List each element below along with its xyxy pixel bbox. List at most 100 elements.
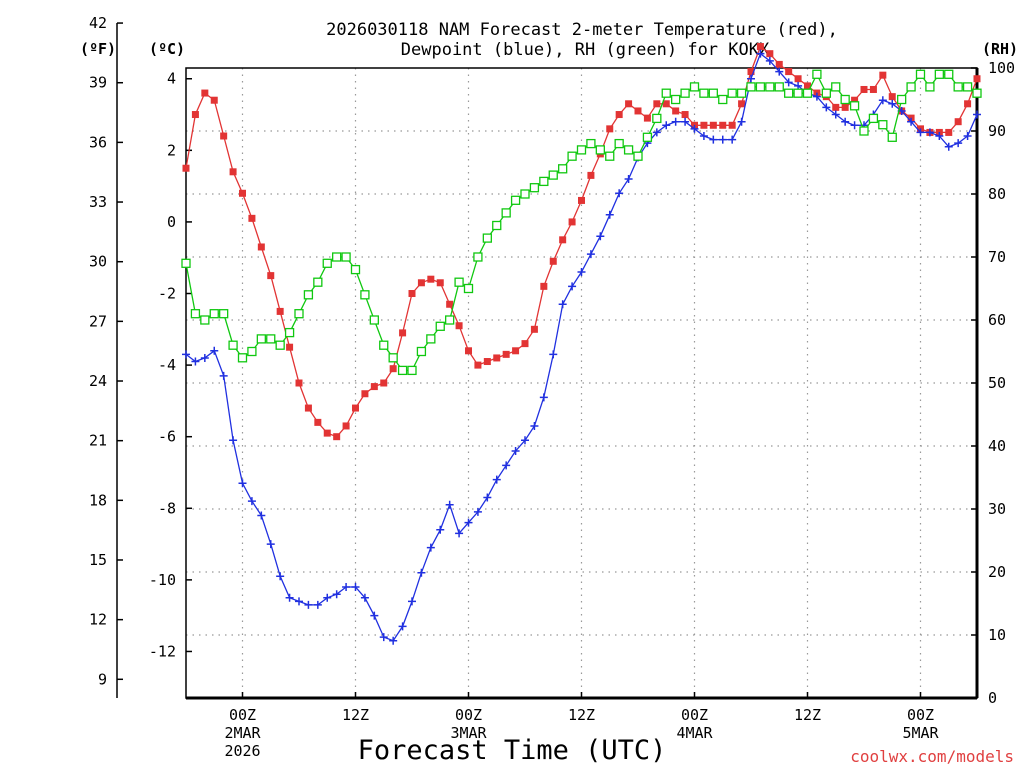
series-temperature-point bbox=[578, 196, 585, 204]
series-dewpoint-point bbox=[699, 132, 708, 141]
series-rh-point bbox=[247, 346, 257, 357]
series-rh-point bbox=[360, 290, 370, 300]
series-temperature-point bbox=[747, 68, 755, 76]
series-dewpoint-point bbox=[473, 507, 482, 516]
series-temperature-point bbox=[851, 96, 859, 104]
series-dewpoint-point bbox=[549, 350, 558, 359]
series-temperature-point bbox=[229, 168, 237, 176]
series-temperature-point bbox=[474, 361, 482, 369]
series-dewpoint-point bbox=[718, 135, 727, 144]
time-tick-label: 00Z bbox=[229, 706, 256, 724]
series-dewpoint-point bbox=[577, 268, 586, 277]
series-dewpoint-point bbox=[360, 593, 369, 602]
series-rh-point bbox=[332, 252, 342, 262]
series-dewpoint-point bbox=[191, 357, 200, 366]
series-rh-point bbox=[492, 220, 502, 231]
series-temperature-point bbox=[794, 75, 802, 83]
series-temperature-point bbox=[248, 214, 256, 222]
series-dewpoint-point bbox=[539, 393, 548, 402]
series-rh-point bbox=[944, 69, 954, 79]
series-rh-point bbox=[736, 88, 747, 98]
series-temperature-point bbox=[625, 100, 633, 108]
series-rh-point bbox=[558, 164, 568, 174]
series-dewpoint-point bbox=[200, 353, 209, 362]
series-temperature-point bbox=[719, 121, 727, 129]
series-temperature-point bbox=[342, 422, 350, 430]
series-rh-point bbox=[529, 183, 540, 193]
series-temperature-point bbox=[276, 307, 284, 315]
series-rh-point bbox=[341, 252, 351, 262]
celsius-tick-label: 0 bbox=[167, 213, 176, 231]
series-temperature-point bbox=[879, 71, 887, 79]
series-temperature-point bbox=[201, 89, 209, 97]
series-temperature-point bbox=[559, 236, 567, 244]
series-rh-point bbox=[953, 82, 963, 92]
series-rh-point bbox=[473, 252, 483, 262]
series-temperature-point bbox=[681, 111, 689, 119]
series-dewpoint-point bbox=[511, 447, 520, 456]
series-rh-point bbox=[727, 88, 737, 98]
series-dewpoint-point bbox=[445, 500, 454, 509]
series-rh-point bbox=[576, 145, 587, 155]
credit-text: coolwx.com/models bbox=[850, 747, 1014, 766]
series-dewpoint-point bbox=[907, 117, 916, 126]
series-layer bbox=[181, 43, 982, 645]
series-temperature-point bbox=[964, 100, 972, 108]
celsius-tick-label: -6 bbox=[158, 428, 176, 446]
series-dewpoint-point bbox=[247, 497, 256, 506]
series-temperature-point bbox=[606, 125, 614, 133]
series-temperature-point bbox=[408, 290, 416, 298]
series-rh-point bbox=[435, 321, 445, 331]
series-rh-point bbox=[322, 258, 332, 268]
series-rh-point bbox=[680, 88, 690, 98]
series-rh-point bbox=[878, 120, 888, 130]
series-rh-point bbox=[595, 145, 605, 155]
series-temperature-point bbox=[352, 404, 359, 412]
series-rh-point bbox=[746, 82, 756, 92]
series-rh-point bbox=[840, 94, 850, 105]
series-rh-point bbox=[915, 69, 926, 79]
series-rh-point bbox=[793, 88, 803, 98]
series-dewpoint-point bbox=[521, 436, 529, 445]
series-rh-point bbox=[831, 82, 841, 92]
series-dewpoint-point bbox=[652, 128, 661, 137]
series-dewpoint-point bbox=[276, 572, 285, 581]
fahrenheit-tick-label: 30 bbox=[89, 253, 107, 271]
series-temperature-point bbox=[587, 171, 595, 179]
series-temperature-point bbox=[945, 128, 953, 136]
fahrenheit-tick-label: 12 bbox=[89, 611, 107, 629]
rh-tick-label: 10 bbox=[988, 626, 1006, 644]
series-dewpoint-point bbox=[756, 49, 765, 58]
time-tick-label: 2026 bbox=[224, 742, 260, 760]
series-temperature-point bbox=[860, 85, 868, 93]
series-rh-point bbox=[972, 88, 982, 98]
series-temperature-point bbox=[530, 325, 538, 333]
series-rh-point bbox=[275, 340, 285, 350]
time-tick-label: 4MAR bbox=[676, 724, 713, 742]
rh-tick-label: 100 bbox=[988, 59, 1015, 77]
series-temperature-point bbox=[483, 358, 491, 366]
series-rh-point bbox=[256, 334, 266, 344]
series-dewpoint-point bbox=[888, 99, 897, 108]
series-rh-point bbox=[463, 283, 474, 294]
series-dewpoint-point bbox=[747, 74, 755, 83]
series-temperature-point bbox=[804, 82, 811, 90]
series-rh-point bbox=[812, 69, 822, 79]
rh-tick-label: 70 bbox=[988, 248, 1006, 266]
series-temperature-point bbox=[888, 93, 896, 101]
series-temperature-point bbox=[954, 118, 962, 126]
series-temperature-point bbox=[766, 50, 774, 58]
series-rh-point bbox=[266, 334, 276, 344]
series-dewpoint-point bbox=[615, 189, 624, 198]
series-temperature-point bbox=[446, 300, 454, 308]
series-rh-point bbox=[925, 82, 935, 92]
rh-unit-label: (RH) bbox=[982, 40, 1018, 58]
fahrenheit-tick-label: 39 bbox=[89, 74, 107, 92]
series-rh-point bbox=[859, 126, 869, 136]
series-rh-point bbox=[633, 151, 643, 161]
series-rh-point bbox=[699, 88, 709, 98]
series-dewpoint-point bbox=[690, 124, 699, 133]
series-temperature-point bbox=[672, 107, 680, 115]
series-dewpoint-point bbox=[417, 568, 426, 577]
fahrenheit-tick-label: 42 bbox=[89, 14, 107, 32]
